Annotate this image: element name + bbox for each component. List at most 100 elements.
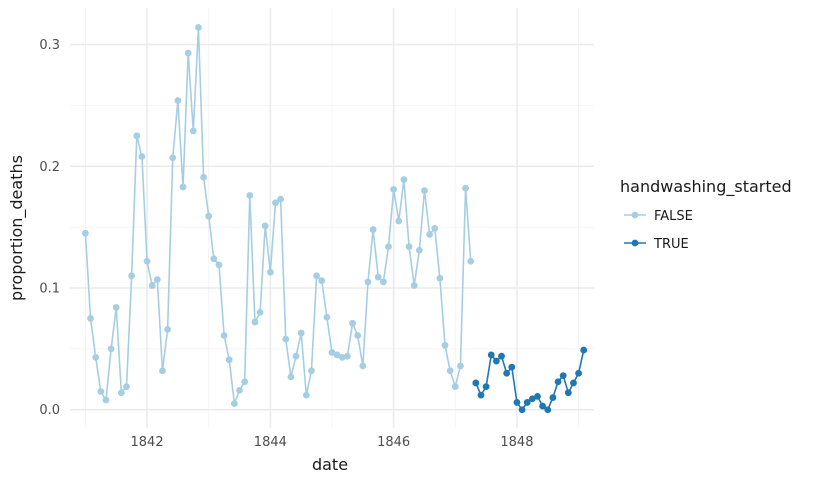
x-axis-title: date bbox=[312, 455, 348, 474]
data-point-false bbox=[297, 329, 305, 337]
data-point-false bbox=[251, 318, 259, 326]
data-point-true bbox=[554, 378, 562, 386]
data-point-false bbox=[215, 261, 223, 269]
data-point-false bbox=[354, 332, 362, 339]
data-point-false bbox=[344, 352, 351, 360]
x-axis-ticks: 1842 1844 1846 1848 bbox=[131, 435, 534, 450]
data-point-false bbox=[374, 273, 382, 281]
data-point-false bbox=[421, 187, 428, 195]
data-point-false bbox=[169, 154, 177, 162]
data-point-true bbox=[575, 369, 582, 377]
data-point-true bbox=[549, 394, 557, 401]
data-point-false bbox=[390, 185, 398, 193]
data-point-true bbox=[559, 372, 567, 380]
x-tick-label: 1844 bbox=[254, 435, 287, 450]
legend-label: TRUE bbox=[653, 237, 689, 252]
data-point-true bbox=[544, 406, 552, 414]
data-point-false bbox=[236, 386, 243, 394]
data-point-false bbox=[364, 278, 372, 286]
y-axis-ticks: 0.0 0.1 0.2 0.3 bbox=[39, 38, 60, 418]
data-point-false bbox=[426, 231, 434, 238]
data-point-false bbox=[323, 313, 331, 321]
data-point-false bbox=[313, 272, 320, 280]
data-point-false bbox=[246, 192, 254, 199]
data-point-false bbox=[333, 351, 341, 359]
data-point-false bbox=[385, 243, 392, 251]
data-point-true bbox=[564, 389, 572, 397]
data-point-false bbox=[369, 226, 377, 233]
data-point-false bbox=[338, 353, 346, 361]
data-point-false bbox=[282, 335, 290, 343]
data-point-false bbox=[200, 173, 207, 181]
x-tick-label: 1846 bbox=[377, 435, 410, 450]
data-point-false bbox=[205, 212, 213, 220]
data-point-false bbox=[359, 362, 367, 370]
data-point-false bbox=[179, 183, 187, 191]
y-tick-label: 0.0 bbox=[39, 403, 60, 418]
data-point-false bbox=[159, 367, 166, 375]
data-point-true bbox=[472, 379, 480, 387]
data-point-false bbox=[102, 396, 110, 404]
data-point-false bbox=[302, 391, 310, 399]
legend-label: FALSE bbox=[654, 209, 693, 224]
legend-key-point bbox=[631, 211, 639, 219]
x-tick-label: 1842 bbox=[131, 435, 164, 450]
data-point-false bbox=[184, 49, 192, 57]
data-point-false bbox=[287, 373, 295, 381]
data-point-false bbox=[400, 176, 408, 184]
data-point-false bbox=[148, 282, 156, 289]
data-point-false bbox=[225, 356, 233, 364]
data-point-true bbox=[508, 363, 516, 371]
data-point-false bbox=[107, 345, 115, 353]
data-point-false bbox=[138, 153, 146, 160]
data-point-false bbox=[143, 257, 151, 265]
data-point-true bbox=[498, 352, 505, 360]
data-point-false bbox=[462, 184, 469, 192]
data-point-false bbox=[277, 195, 285, 203]
data-point-true bbox=[523, 399, 531, 406]
data-point-true bbox=[570, 379, 577, 387]
data-point-false bbox=[133, 132, 141, 140]
data-point-false bbox=[230, 400, 238, 408]
data-point-false bbox=[446, 367, 454, 375]
legend-title: handwashing_started bbox=[620, 177, 792, 197]
data-point-false bbox=[415, 246, 423, 254]
data-point-false bbox=[261, 222, 269, 230]
data-point-true bbox=[539, 402, 547, 410]
data-point-false bbox=[379, 278, 387, 286]
data-point-false bbox=[164, 325, 172, 333]
data-point-true bbox=[492, 357, 500, 365]
data-point-false bbox=[92, 353, 100, 361]
data-point-false bbox=[395, 217, 403, 225]
data-point-false bbox=[451, 383, 459, 391]
data-point-false bbox=[123, 383, 130, 391]
data-point-false bbox=[256, 308, 264, 316]
data-point-true bbox=[528, 395, 536, 403]
data-point-false bbox=[128, 272, 136, 280]
data-point-false bbox=[328, 349, 336, 356]
data-point-false bbox=[112, 304, 120, 311]
data-point-false bbox=[82, 229, 89, 237]
data-point-false bbox=[467, 257, 475, 265]
x-tick-label: 1848 bbox=[500, 435, 533, 450]
legend: handwashing_started FALSE TRUE bbox=[620, 177, 792, 252]
data-point-false bbox=[97, 388, 105, 395]
data-point-false bbox=[210, 255, 218, 263]
legend-item-true: TRUE bbox=[624, 237, 689, 252]
data-point-true bbox=[503, 369, 511, 377]
data-point-true bbox=[580, 346, 588, 354]
y-axis-title: proportion_deaths bbox=[7, 155, 27, 301]
data-point-false bbox=[87, 315, 94, 322]
legend-items: FALSE TRUE bbox=[624, 209, 693, 252]
data-point-false bbox=[308, 367, 315, 375]
legend-key-point bbox=[631, 239, 639, 247]
data-point-false bbox=[457, 362, 464, 370]
data-point-false bbox=[405, 243, 413, 251]
data-point-false bbox=[349, 319, 356, 327]
data-point-false bbox=[431, 224, 439, 232]
data-point-false bbox=[436, 274, 444, 282]
data-point-false bbox=[195, 24, 202, 31]
data-point-false bbox=[220, 332, 228, 339]
y-tick-label: 0.3 bbox=[39, 38, 60, 53]
